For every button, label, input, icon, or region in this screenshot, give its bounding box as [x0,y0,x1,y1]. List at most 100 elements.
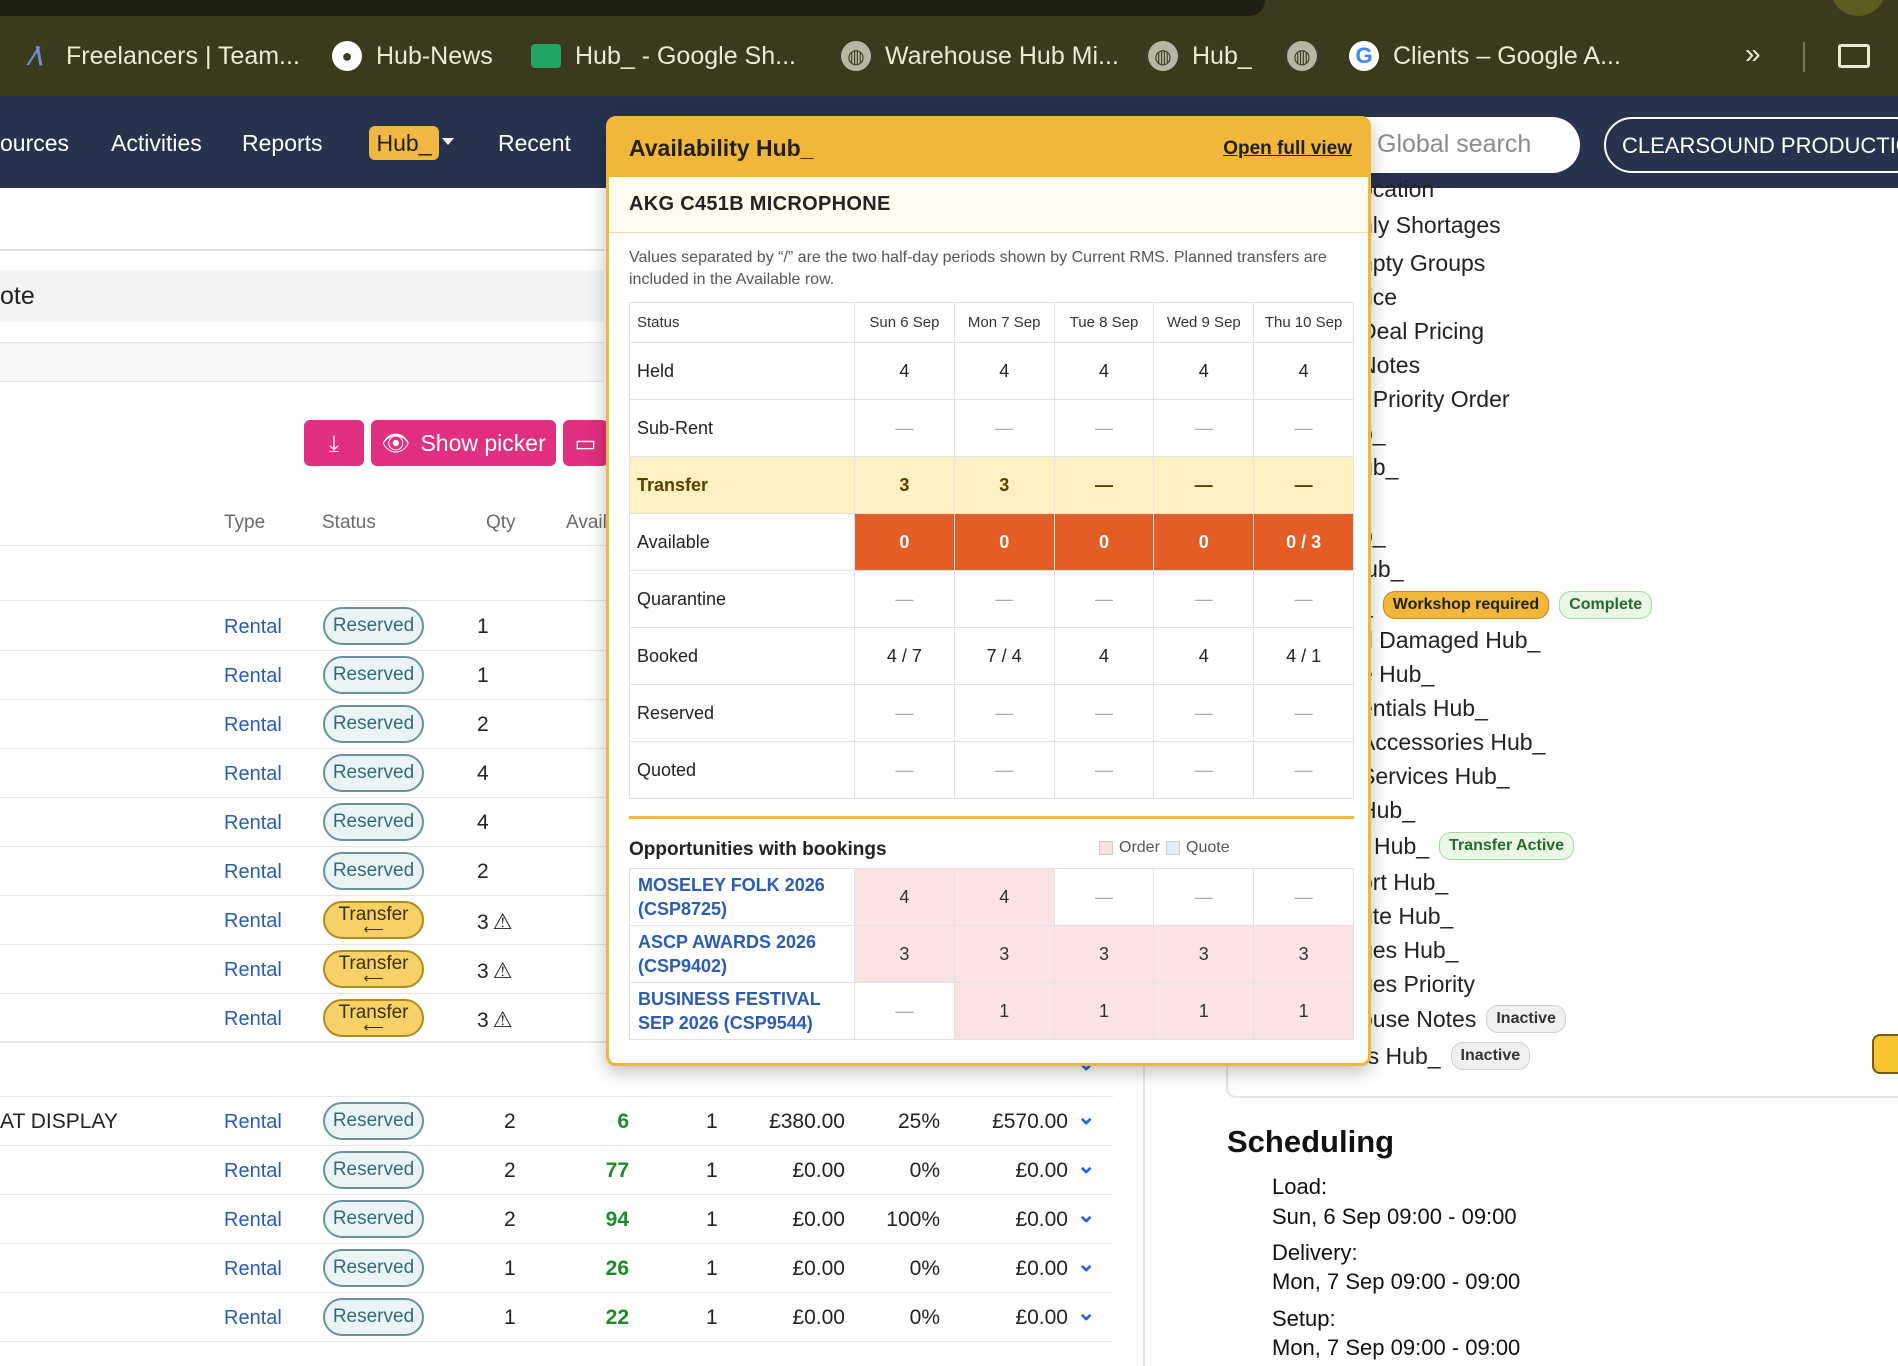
nav-activities[interactable]: Activities [111,130,202,156]
col-qty[interactable]: Qty [486,512,516,533]
caret-down-icon[interactable] [442,138,454,145]
col-status[interactable]: Status [322,512,376,533]
hub-list-item[interactable]: ouse Notes Inactive [1360,1005,1566,1033]
divider [0,1292,1113,1293]
row-type[interactable]: Rental [224,1111,282,1133]
availability-cell: — [1253,741,1354,799]
quote-header: ote [0,270,604,322]
row-type[interactable]: Rental [224,1209,282,1231]
row-price: £0.00 [792,1306,845,1329]
bookmark-label: Warehouse Hub Mi... [885,41,1119,70]
bookmark-freelancers[interactable]: ⁄\ Freelancers | Team... [22,38,300,74]
legend-swatch-order [1099,841,1113,855]
status-badge[interactable]: Reserved [323,656,424,694]
opportunity-cell: — [1253,868,1354,926]
row-type[interactable]: Rental [224,861,282,883]
row-type[interactable]: Rental [224,763,282,785]
row-type[interactable]: Rental [224,812,282,834]
money-button[interactable]: ▭ [563,420,608,466]
status-badge[interactable]: Transfer ⟵ [323,901,424,939]
status-badge[interactable]: Reserved [323,852,424,890]
nav-reports[interactable]: Reports [242,130,323,156]
download-button[interactable]: ⤓ [304,420,364,466]
show-picker-button[interactable]: 👁 Show picker [371,420,556,466]
hub-list-item[interactable]: Services Hub_ [1360,763,1510,790]
hub-list-item[interactable]: d Damaged Hub_ [1360,627,1540,654]
col-avail[interactable]: Avail [566,512,607,533]
row-type[interactable]: Rental [224,1160,282,1182]
availability-row: Transfer 3 3— — — [629,456,1354,514]
opportunities-table: MOSELEY FOLK 2026 (CSP8725) 4 4— — — ASCP AWA… [629,868,1354,1040]
hub-list-item[interactable]: t Priority Order [1360,386,1510,413]
row-type[interactable]: Rental [224,665,282,687]
chevron-down-icon[interactable]: ⌄ [1077,1300,1096,1325]
status-badge[interactable]: Reserved [323,803,424,841]
bookmark-hub-news[interactable]: ● Hub-News [332,38,493,74]
global-search-input[interactable]: Global search [1355,117,1580,173]
chevron-down-icon[interactable]: ⌄ [1077,1153,1096,1178]
availability-cell: 4 [1053,342,1155,400]
open-full-view-link[interactable]: Open full view [1223,138,1352,159]
chevron-down-icon[interactable]: ⌄ [1077,1104,1096,1129]
nav-hub-menu[interactable]: Hub_ [369,126,439,160]
chat-icon[interactable] [1872,1034,1898,1074]
status-badge[interactable]: Reserved [323,1200,424,1238]
nav-recent[interactable]: Recent [498,130,571,156]
row-name[interactable]: AT DISPLAY [0,1110,118,1133]
row-type[interactable]: Rental [224,714,282,736]
hub-list-item[interactable]: ges Hub_ [1360,937,1458,964]
hub-list-item[interactable]: ute Hub_ [1360,903,1453,930]
bookmark-clients[interactable]: G Clients – Google A... [1349,38,1621,74]
hub-list-item[interactable]: npty Groups [1360,250,1485,277]
opportunity-link[interactable]: MOSELEY FOLK 2026 (CSP8725) [629,868,855,926]
qty-value: 4 [477,762,489,785]
folder-icon[interactable] [1838,44,1870,68]
bookmark-label: Clients – Google A... [1393,41,1621,70]
chevron-down-icon[interactable]: ⌄ [1077,1251,1096,1276]
col-type[interactable]: Type [224,512,266,533]
bookmark-hub-google-sheets[interactable]: Hub_ - Google Sh... [531,38,796,74]
hub-list-item[interactable]: Deal Pricing [1360,318,1484,345]
bookmark-warehouse-hub[interactable]: ◍ Warehouse Hub Mi... [841,38,1119,74]
bookmark-globe[interactable]: ◍ [1287,38,1331,74]
status-badge[interactable]: Transfer ⟵ [323,999,424,1037]
qty-value: 1 [477,664,489,687]
row-type[interactable]: Rental [224,616,282,638]
status-badge[interactable]: Reserved [323,1151,424,1189]
row-type[interactable]: Rental [224,959,282,981]
hub-list-item[interactable]: rs Hub_ Inactive [1360,1042,1531,1070]
status-label: Transfer [338,904,409,925]
opportunity-cell: 1 [1253,982,1354,1040]
status-name: Reserved [629,684,855,742]
hub-list-item[interactable]: entials Hub_ [1360,695,1488,722]
hub-list-item[interactable]: ges Priority [1360,971,1475,998]
status-badge[interactable]: Reserved [323,1102,424,1140]
hub-list-item[interactable]: ort Hub_ [1360,869,1448,896]
company-switcher[interactable]: CLEARSOUND PRODUCTION [1604,117,1898,173]
hub-list-item[interactable]: Accessories Hub_ [1360,729,1545,756]
hub-list-item[interactable]: e Hub_ [1360,661,1434,688]
status-badge[interactable]: Reserved [323,754,424,792]
opportunity-link[interactable]: BUSINESS FESTIVAL SEP 2026 (CSP9544) [629,982,855,1040]
more-bookmarks-icon[interactable]: » [1745,38,1761,69]
bookmark-hub[interactable]: ◍ Hub_ [1148,38,1252,74]
qty-value: 2 [477,860,489,883]
chevron-down-icon[interactable]: ⌄ [1077,1202,1096,1227]
hub-list-item[interactable]: r Hub_ Transfer Active [1360,832,1575,860]
status-badge[interactable]: Reserved [323,1298,424,1336]
row-price: £380.00 [769,1110,845,1133]
status-badge[interactable]: Reserved [323,607,424,645]
status-badge[interactable]: Reserved [323,705,424,743]
opportunity-link[interactable]: ASCP AWARDS 2026 (CSP9402) [629,925,855,983]
row-type[interactable]: Rental [224,1258,282,1280]
status-badge[interactable]: Reserved [323,1249,424,1287]
nav-resources[interactable]: ources [0,130,70,156]
row-type[interactable]: Rental [224,1307,282,1329]
hub-list-item[interactable]: nly Shortages [1360,212,1501,239]
status-badge[interactable]: Transfer ⟵ [323,950,424,988]
profile-avatar[interactable] [1830,0,1886,16]
row-type[interactable]: Rental [224,1008,282,1030]
hub-list-item[interactable]: ocation [1360,176,1434,203]
row-type[interactable]: Rental [224,910,282,932]
